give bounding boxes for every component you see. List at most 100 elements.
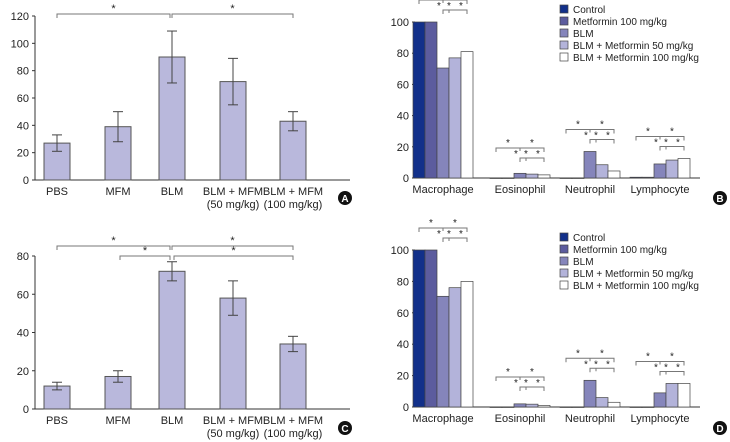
bar — [448, 57, 462, 179]
y-tick-label: 20 — [397, 142, 409, 154]
significance-bracket — [635, 360, 685, 366]
bar — [653, 163, 667, 179]
bar — [513, 172, 527, 179]
y-tick-label: 100 — [391, 17, 409, 29]
legend-swatch — [559, 256, 569, 266]
y-tick-label: 100 — [391, 245, 409, 257]
panel-badge — [713, 421, 727, 435]
significance-bracket — [495, 147, 545, 152]
bar — [559, 177, 573, 179]
significance-star: * — [506, 138, 510, 149]
legend-label: BLM + Metformin 100 mg/kg — [573, 53, 699, 64]
x-tick-label: MFM — [105, 415, 130, 427]
x-tick-label: Lymphocyte — [631, 413, 690, 425]
significance-star: * — [459, 1, 463, 12]
bar — [653, 392, 667, 408]
significance-star: * — [506, 367, 510, 378]
bar — [629, 176, 643, 179]
y-tick-label: 60 — [17, 93, 29, 105]
y-tick-label: 0 — [403, 173, 409, 185]
legend-label: BLM + Metformin 50 mg/kg — [573, 269, 693, 280]
significance-star: * — [676, 362, 680, 373]
bar — [436, 295, 450, 408]
significance-star: * — [606, 359, 610, 370]
panel-label: A — [341, 194, 348, 205]
significance-bracket — [635, 136, 685, 141]
bar — [677, 383, 691, 408]
bar — [583, 151, 597, 179]
y-tick-label: 120 — [11, 11, 29, 23]
x-tick-label: Neutrophil — [565, 184, 615, 196]
bar — [424, 249, 438, 408]
panel-label: D — [716, 424, 723, 435]
x-tick-label: (100 mg/kg) — [264, 199, 323, 211]
x-tick-label: BLM + MFM — [203, 415, 263, 427]
y-tick-label: 0 — [403, 402, 409, 414]
x-tick-label: Eosinophil — [495, 413, 546, 425]
bar — [436, 67, 450, 179]
y-tick-label: 0 — [23, 404, 29, 416]
significance-star: * — [111, 3, 116, 15]
significance-star: * — [576, 348, 580, 359]
y-tick-label: 60 — [397, 308, 409, 320]
bar — [665, 383, 679, 408]
panel-badge — [338, 191, 352, 205]
x-tick-label: Macrophage — [412, 184, 473, 196]
significance-star: * — [437, 1, 441, 12]
significance-star: * — [514, 378, 518, 389]
x-tick-label: Eosinophil — [495, 184, 546, 196]
significance-star: * — [111, 235, 116, 247]
bar — [501, 177, 515, 179]
significance-star: * — [536, 149, 540, 160]
significance-bracket — [519, 386, 545, 391]
panel-label: C — [341, 424, 348, 435]
y-tick-label: 80 — [397, 276, 409, 288]
bar — [460, 281, 474, 408]
y-tick-label: 40 — [17, 120, 29, 132]
bar — [412, 21, 426, 179]
significance-star: * — [230, 235, 235, 247]
significance-bracket — [659, 370, 685, 376]
panel-label: B — [716, 194, 723, 205]
bar — [279, 343, 307, 410]
legend-label: BLM — [573, 257, 594, 268]
x-tick-label: BLM — [161, 186, 184, 198]
significance-bracket — [565, 357, 615, 363]
bar — [460, 51, 474, 179]
y-tick-label: 40 — [397, 111, 409, 123]
bar — [489, 406, 503, 408]
bar — [677, 158, 691, 179]
y-tick-label: 0 — [23, 175, 29, 187]
x-tick-label: BLM + MFM — [263, 415, 323, 427]
significance-star: * — [536, 378, 540, 389]
significance-star: * — [646, 127, 650, 138]
significance-star: * — [600, 119, 604, 130]
y-tick-label: 100 — [11, 38, 29, 50]
significance-star: * — [429, 0, 433, 1]
legend-label: BLM — [573, 29, 594, 40]
significance-star: * — [429, 218, 433, 229]
x-tick-label: MFM — [105, 186, 130, 198]
bar — [525, 173, 539, 179]
bar — [448, 287, 462, 408]
bar — [583, 379, 597, 408]
bar — [641, 176, 655, 179]
significance-star: * — [514, 149, 518, 160]
x-tick-label: (50 mg/kg) — [207, 428, 260, 440]
legend-label: Metformin 100 mg/kg — [573, 245, 667, 256]
significance-star: * — [584, 359, 588, 370]
bar — [629, 406, 643, 408]
significance-star: * — [453, 0, 457, 1]
significance-star: * — [447, 1, 451, 12]
legend-swatch — [559, 268, 569, 278]
legend-swatch — [559, 40, 569, 50]
x-tick-label: Macrophage — [412, 413, 473, 425]
legend-label: Metformin 100 mg/kg — [573, 17, 667, 28]
bar — [525, 403, 539, 408]
bar — [665, 159, 679, 179]
significance-star: * — [646, 351, 650, 362]
legend-label: BLM + Metformin 100 mg/kg — [573, 281, 699, 292]
legend-label: BLM + Metformin 50 mg/kg — [573, 41, 693, 52]
significance-bracket — [56, 245, 171, 250]
significance-bracket — [171, 245, 294, 250]
